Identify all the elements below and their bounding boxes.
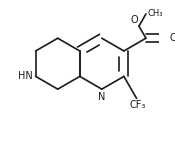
Text: HN: HN [18,71,33,81]
Text: N: N [98,92,106,102]
Text: O: O [130,15,138,25]
Text: CH₃: CH₃ [148,9,163,18]
Text: CF₃: CF₃ [129,100,146,110]
Text: O: O [169,33,175,43]
